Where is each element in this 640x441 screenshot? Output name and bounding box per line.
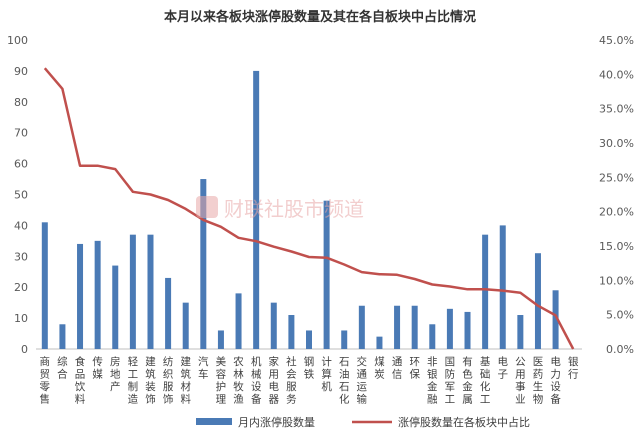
watermark: 财联社股市频道 <box>196 196 364 221</box>
bar <box>411 305 418 349</box>
legend-bar-label: 月内涨停股数量 <box>238 415 315 429</box>
category-label: 房地产 <box>110 355 121 393</box>
watermark-text: 财联社股市频道 <box>224 197 364 221</box>
bar <box>288 315 295 349</box>
bar <box>534 253 541 349</box>
y-right-tick-label: 10.0% <box>599 274 634 287</box>
bar <box>482 234 489 349</box>
bar <box>429 324 436 349</box>
category-label: 非银金融 <box>427 356 438 406</box>
series-line <box>43 67 575 350</box>
y-right-tick-label: 45.0% <box>599 34 634 47</box>
category-label: 电力设备 <box>550 355 561 406</box>
y-left-tick-label: 90 <box>14 65 28 78</box>
bar <box>235 293 242 349</box>
y-left-tick-label: 10 <box>14 312 28 325</box>
y-right-tick-label: 20.0% <box>599 206 634 219</box>
y-left-tick-label: 30 <box>14 250 28 263</box>
category-label: 环保 <box>409 356 420 381</box>
y-right-tick-label: 0.0% <box>606 343 634 356</box>
category-label: 煤炭 <box>374 355 385 381</box>
bar <box>358 305 365 349</box>
y-right-tick-label: 25.0% <box>599 171 634 184</box>
y-right-tick-label: 40.0% <box>599 68 634 81</box>
category-label: 建筑装饰 <box>145 355 156 406</box>
bar <box>517 315 524 349</box>
category-label: 汽车 <box>198 355 209 381</box>
y-left-tick-label: 0 <box>21 343 28 356</box>
y-left-tick-label: 50 <box>14 189 28 202</box>
y-left-tick-label: 80 <box>14 96 28 109</box>
axes: 0 10 20 30 40 50 60 70 80 90 100 0.0% 5.0% 10.0% 15.0%… <box>7 34 634 356</box>
bar <box>464 311 471 349</box>
category-label: 建筑材料 <box>180 355 191 406</box>
y-right-tick-label: 35.0% <box>599 103 634 116</box>
bar <box>253 70 260 350</box>
category-label: 机械设备 <box>251 355 262 406</box>
y-right-tick-label: 30.0% <box>599 137 634 150</box>
category-label: 家用电器 <box>269 355 280 406</box>
bar <box>217 330 224 349</box>
category-label: 传媒 <box>92 356 103 381</box>
category-label: 石油石化 <box>339 356 350 406</box>
bar <box>147 234 154 349</box>
category-label: 银行 <box>568 355 579 381</box>
bar <box>59 324 66 349</box>
bar <box>341 330 348 349</box>
bar <box>394 305 401 349</box>
category-label: 计算机 <box>321 355 332 393</box>
watermark-logo-icon <box>196 196 218 218</box>
bar <box>270 302 277 349</box>
bar <box>94 240 101 349</box>
bar <box>41 222 48 349</box>
category-label: 通信 <box>392 356 403 381</box>
bar <box>499 225 506 349</box>
category-labels: 商贸零售综合食品饮料传媒房地产轻工制造建筑装饰纺织服饰建筑材料汽车美容护理农林牧… <box>40 355 579 406</box>
category-label: 美容护理 <box>216 355 227 406</box>
y-left-tick-label: 40 <box>14 219 28 232</box>
category-label: 轻工制造 <box>128 355 139 406</box>
bar <box>552 290 559 349</box>
bar <box>165 277 172 349</box>
legend-line-label: 涨停股数量在各板块中占比 <box>398 415 530 429</box>
legend-bar-swatch <box>196 418 232 425</box>
category-label: 基础化工 <box>480 355 491 406</box>
bar-series <box>41 70 559 350</box>
bar <box>182 302 189 349</box>
line-series <box>43 67 575 350</box>
chart-title: 本月以来各板块涨停股数量及其在各自板块中占比情况 <box>164 9 476 25</box>
category-label: 纺织服饰 <box>163 355 174 406</box>
category-label: 医药生物 <box>533 356 544 406</box>
category-label: 农林牧渔 <box>233 355 244 406</box>
category-label: 有色金属 <box>462 355 473 406</box>
bar <box>200 179 207 349</box>
bar <box>77 243 84 349</box>
category-label: 商贸零售 <box>40 355 51 406</box>
category-label: 公用事业 <box>515 356 526 406</box>
legend: 月内涨停股数量 涨停股数量在各板块中占比 <box>196 415 530 429</box>
category-label: 社会服务 <box>286 355 297 406</box>
y-left-tick-label: 60 <box>14 158 28 171</box>
category-label: 食品饮料 <box>75 355 86 406</box>
bar <box>306 330 312 349</box>
category-label: 交通运输 <box>357 355 368 406</box>
category-label: 综合 <box>57 355 68 381</box>
category-label: 国防军工 <box>445 356 456 406</box>
bar <box>129 234 136 349</box>
y-right-tick-label: 5.0% <box>606 309 634 322</box>
category-label: 电子 <box>497 355 508 381</box>
bar <box>376 336 383 349</box>
category-label: 钢铁 <box>304 355 315 381</box>
y-left-tick-label: 70 <box>14 127 28 140</box>
bar <box>323 200 330 349</box>
y-right-tick-label: 15.0% <box>599 240 634 253</box>
y-left-tick-label: 100 <box>7 34 28 47</box>
bar <box>112 265 119 349</box>
y-left-tick-label: 20 <box>14 281 28 294</box>
bar <box>446 308 453 349</box>
